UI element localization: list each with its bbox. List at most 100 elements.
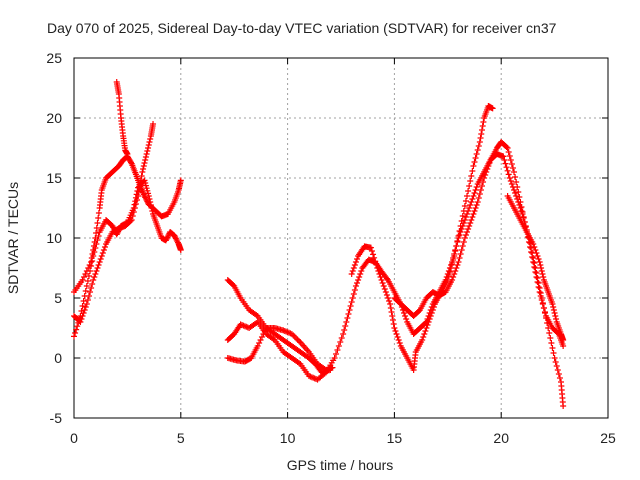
series-track-7 — [224, 151, 567, 409]
data-point — [466, 205, 473, 211]
data-point — [140, 166, 147, 172]
data-point — [479, 123, 486, 129]
data-point — [470, 211, 477, 217]
data-point — [531, 244, 538, 250]
data-point — [459, 243, 466, 249]
data-point — [467, 220, 474, 226]
data-point — [375, 268, 382, 274]
data-point — [93, 241, 100, 247]
data-point — [459, 213, 466, 219]
data-point — [448, 265, 455, 271]
y-tick-label: 10 — [46, 230, 62, 246]
data-point — [471, 159, 478, 165]
data-point — [550, 307, 557, 313]
data-point — [540, 274, 547, 280]
data-point — [145, 142, 152, 148]
data-point — [553, 363, 560, 369]
data-point — [150, 121, 157, 127]
data-point — [503, 144, 510, 150]
data-point — [81, 307, 88, 313]
data-point — [560, 343, 567, 349]
data-point — [514, 184, 521, 190]
data-point — [460, 208, 467, 214]
data-point — [532, 269, 539, 275]
data-point — [352, 259, 359, 265]
data-point — [147, 202, 154, 208]
data-point — [489, 105, 496, 112]
data-point — [367, 244, 374, 251]
data-point — [477, 187, 484, 193]
data-point — [481, 175, 488, 181]
data-point — [482, 172, 489, 178]
data-point — [351, 287, 358, 293]
data-point — [554, 367, 561, 373]
data-point — [508, 181, 515, 187]
data-point — [356, 274, 363, 280]
data-point — [395, 337, 402, 343]
data-point — [91, 249, 98, 255]
data-point — [401, 310, 408, 316]
data-point — [467, 178, 474, 184]
data-point — [530, 259, 537, 265]
data-point — [358, 268, 365, 274]
data-point — [552, 313, 559, 319]
data-point — [90, 277, 97, 283]
data-point — [295, 338, 302, 344]
data-point — [518, 204, 525, 210]
data-point — [475, 195, 482, 201]
data-point — [381, 286, 388, 292]
data-point — [131, 205, 138, 211]
data-point — [94, 265, 101, 271]
y-tick-label: 25 — [46, 50, 62, 66]
data-point — [453, 243, 460, 249]
data-point — [541, 309, 548, 315]
data-point — [95, 210, 102, 216]
data-point — [345, 311, 352, 317]
data-point — [135, 193, 142, 199]
x-tick-label: 0 — [70, 430, 78, 446]
data-point — [538, 268, 545, 274]
data-point — [97, 256, 104, 262]
data-point — [95, 215, 102, 221]
data-point — [387, 305, 394, 311]
data-point — [85, 293, 92, 299]
data-point — [420, 334, 427, 340]
data-point — [465, 226, 472, 232]
data-point — [127, 218, 134, 224]
data-point — [476, 139, 483, 145]
data-point — [537, 293, 544, 299]
data-point — [130, 209, 137, 215]
data-point — [515, 189, 522, 195]
data-point — [513, 179, 520, 185]
data-point — [294, 336, 301, 343]
data-point — [96, 259, 103, 265]
data-point — [382, 289, 389, 295]
data-point — [145, 193, 152, 199]
series-track-9 — [391, 139, 567, 349]
data-point — [505, 171, 512, 178]
data-point — [351, 262, 358, 268]
grid-lines — [74, 58, 608, 418]
data-point — [82, 304, 89, 310]
x-tick-label: 5 — [177, 430, 185, 446]
data-point — [520, 214, 527, 220]
data-point — [450, 257, 457, 263]
data-point — [424, 322, 431, 328]
data-point — [95, 233, 102, 239]
data-point — [101, 244, 108, 250]
data-point — [461, 217, 468, 223]
data-point — [376, 271, 383, 277]
data-point — [149, 208, 156, 214]
data-point — [342, 323, 349, 329]
data-point — [462, 214, 469, 220]
data-point — [92, 245, 99, 251]
data-point — [472, 187, 479, 193]
data-point — [132, 201, 139, 207]
data-point — [79, 313, 86, 319]
data-point — [74, 323, 81, 330]
data-point — [71, 333, 77, 340]
data-point — [476, 191, 483, 197]
data-point — [504, 167, 511, 174]
data-point — [291, 333, 298, 340]
data-point — [469, 168, 476, 174]
